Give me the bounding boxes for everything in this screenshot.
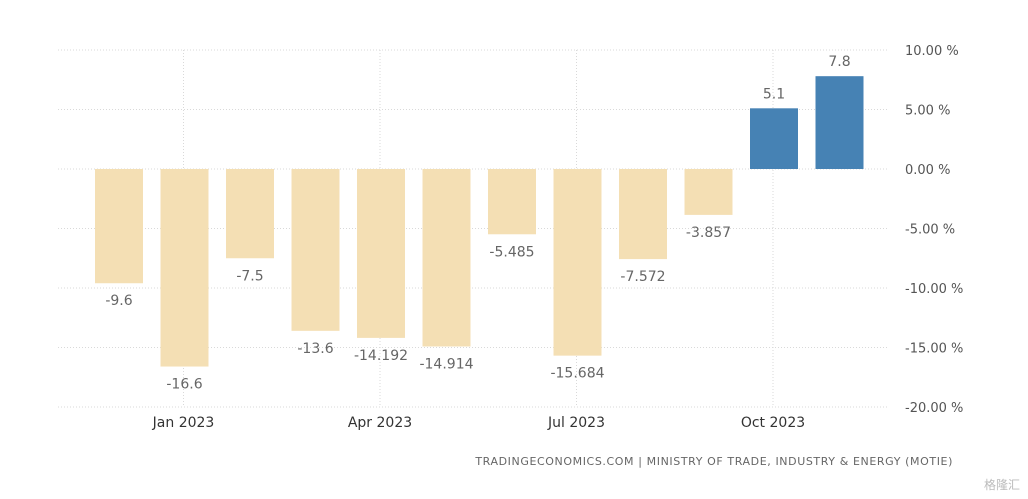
y-tick-label: -10.00 % [905,282,963,297]
bar [357,169,405,338]
y-tick-label: 0.00 % [905,163,950,178]
bar [815,76,864,169]
watermark: 格隆汇 [983,478,1020,492]
bar-value-label: -14.914 [419,356,473,372]
x-tick-label: Oct 2023 [741,415,805,431]
bar [750,108,798,169]
bar [160,169,209,367]
bar-value-label: -7.5 [236,268,263,284]
source-attribution: TRADINGECONOMICS.COM | MINISTRY OF TRADE… [475,455,953,468]
bar [291,169,340,331]
x-tick-label: Jan 2023 [152,415,215,431]
bar-value-label: -14.192 [354,348,408,364]
bar-value-label: -5.485 [489,244,534,260]
bar [553,169,602,356]
y-tick-label: 10.00 % [905,44,959,59]
y-tick-label: -20.00 % [905,401,963,416]
bar [95,169,143,284]
y-tick-label: 5.00 % [905,104,950,119]
bar-value-label: 5.1 [763,86,785,102]
bar-value-label: -16.6 [166,377,202,393]
x-tick-label: Jul 2023 [547,415,605,431]
bar [488,169,536,235]
bar-value-label: -9.6 [105,293,132,309]
bar-value-label: -7.572 [620,269,665,285]
bar-value-label: -15.684 [550,366,604,382]
bar-value-label: 7.8 [828,54,850,70]
bar [226,169,274,259]
bar-value-label: -3.857 [686,225,731,241]
bar [422,169,471,347]
bar [619,169,667,260]
y-tick-label: -5.00 % [905,223,955,238]
x-tick-label: Apr 2023 [348,415,412,431]
bar [684,169,733,215]
bar-value-label: -13.6 [297,341,333,357]
y-tick-label: -15.00 % [905,342,963,357]
